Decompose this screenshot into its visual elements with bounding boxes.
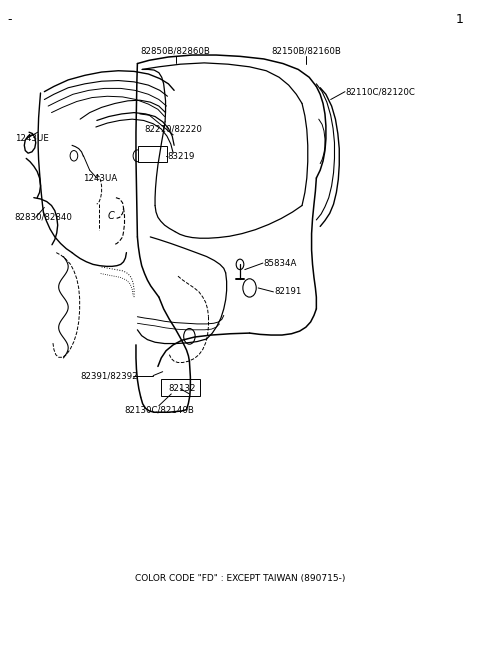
FancyBboxPatch shape — [161, 379, 200, 396]
Text: 83219: 83219 — [168, 152, 195, 161]
Text: 82830/82840: 82830/82840 — [15, 213, 72, 222]
FancyBboxPatch shape — [138, 146, 168, 162]
Text: 1243UE: 1243UE — [15, 134, 48, 143]
Text: C: C — [108, 211, 115, 221]
Text: 82210/82220: 82210/82220 — [144, 125, 202, 133]
Text: 82391/82392: 82391/82392 — [80, 371, 138, 380]
Text: 85834A: 85834A — [263, 259, 296, 267]
Text: 1: 1 — [456, 13, 463, 26]
Text: -: - — [7, 13, 12, 26]
Text: 82191: 82191 — [275, 287, 302, 296]
Text: 82110C/82120C: 82110C/82120C — [345, 87, 415, 96]
Text: COLOR CODE "FD" : EXCEPT TAIWAN (890715-): COLOR CODE "FD" : EXCEPT TAIWAN (890715-… — [135, 574, 345, 583]
Text: 82132: 82132 — [168, 384, 196, 393]
Text: 82850B/82860B: 82850B/82860B — [141, 46, 211, 55]
Text: 82130C/82140B: 82130C/82140B — [124, 406, 194, 415]
Text: 82150B/82160B: 82150B/82160B — [271, 46, 341, 55]
Text: 1243UA: 1243UA — [83, 173, 117, 183]
